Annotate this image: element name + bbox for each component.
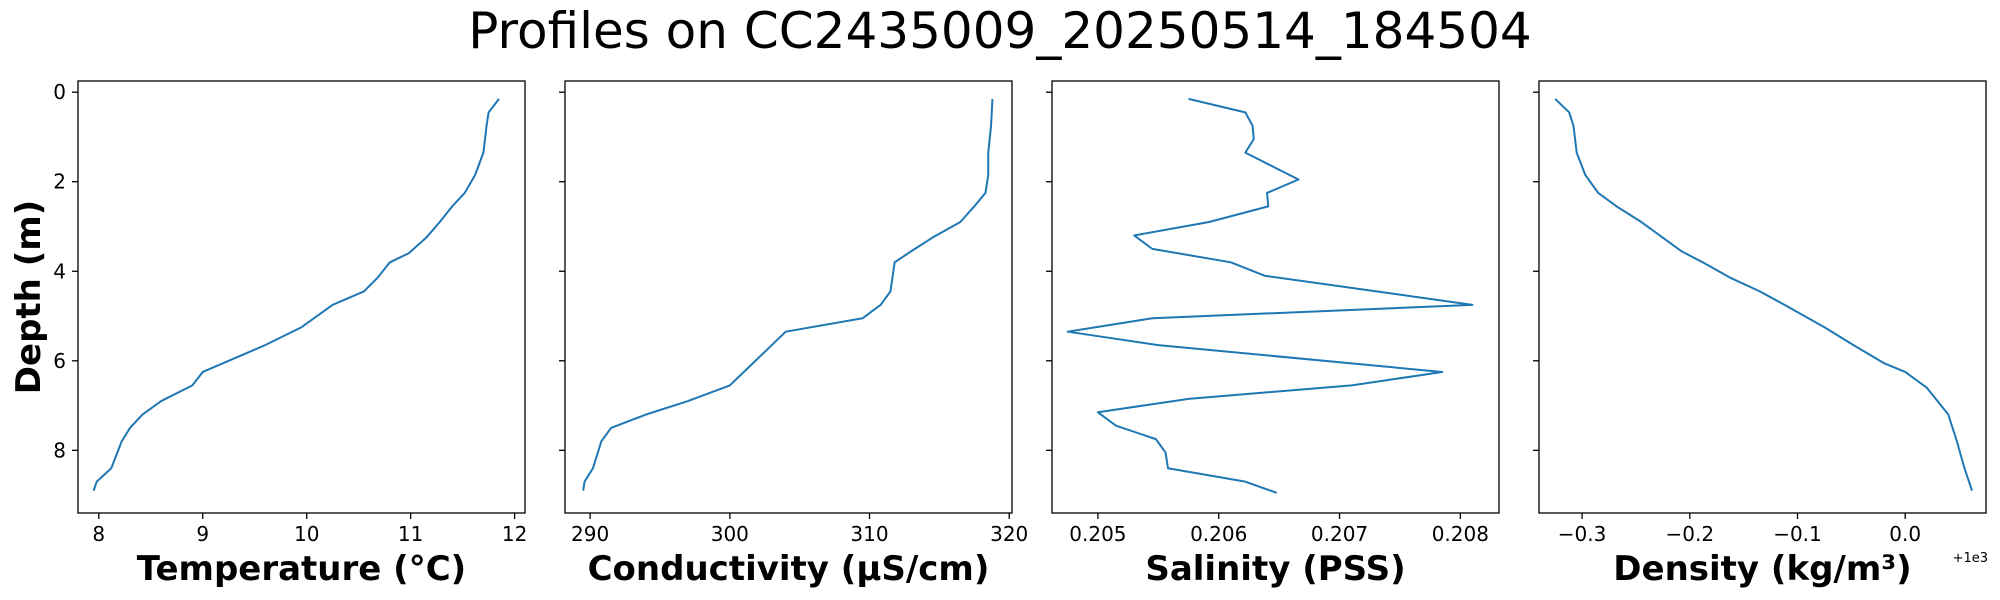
x-axis-label: Conductivity (µS/cm) <box>588 549 990 589</box>
y-tick-label: 8 <box>53 438 66 462</box>
plot-frame <box>564 80 1013 514</box>
subplot-3: 0.205 0.206 0.207 0.208 Salinity (PSS) <box>1046 80 1500 589</box>
plot-frame <box>1051 80 1500 514</box>
x-tick-label: 0.205 <box>1069 522 1126 546</box>
x-offset-label: +1e3 <box>1953 551 1988 566</box>
y-tick-label: 4 <box>53 259 66 283</box>
x-tick-label: 0.206 <box>1190 522 1247 546</box>
y-tick-label: 0 <box>53 80 66 104</box>
y-axis-label: Depth (m) <box>9 200 49 394</box>
subplot-1: 8 9 10 11 12 0 2 4 6 8 Temperature (°C) Depth (m) <box>9 80 527 589</box>
y-tick-label: 6 <box>53 349 66 373</box>
subplots: 8 9 10 11 12 0 2 4 6 8 Temperature (°C) Depth (m) 29… <box>9 80 1988 589</box>
x-tick-label: −0.2 <box>1666 522 1715 546</box>
y-tick-label: 2 <box>53 170 66 194</box>
x-tick-label: 8 <box>92 522 105 546</box>
x-tick-label: 10 <box>294 522 319 546</box>
plot-frame <box>1538 80 1987 514</box>
x-axis-label: Temperature (°C) <box>137 549 466 589</box>
x-tick-label: −0.1 <box>1773 522 1822 546</box>
series-line <box>92 98 500 491</box>
x-tick-label: 0.207 <box>1311 522 1368 546</box>
x-tick-label: 300 <box>711 522 749 546</box>
x-tick-label: 320 <box>990 522 1028 546</box>
x-tick-label: 0.0 <box>1889 522 1921 546</box>
x-tick-label: 11 <box>398 522 423 546</box>
x-tick-label: −0.3 <box>1558 522 1607 546</box>
subplot-4: −0.3 −0.2 −0.1 0.0 Density (kg/m³) +1e3 <box>1533 80 1988 589</box>
x-tick-label: 0.208 <box>1432 522 1489 546</box>
x-tick-label: 9 <box>196 522 209 546</box>
series-line <box>1554 98 1973 491</box>
x-tick-label: 12 <box>502 522 527 546</box>
series-line <box>1066 97 1474 494</box>
plot-frame <box>77 80 526 514</box>
x-axis-label: Density (kg/m³) <box>1613 549 1911 589</box>
x-axis-label: Salinity (PSS) <box>1145 549 1405 589</box>
figure-title: Profiles on CC2435009_20250514_184504 <box>468 2 1531 60</box>
x-tick-label: 290 <box>571 522 609 546</box>
series-line <box>582 98 994 491</box>
x-tick-label: 310 <box>850 522 888 546</box>
